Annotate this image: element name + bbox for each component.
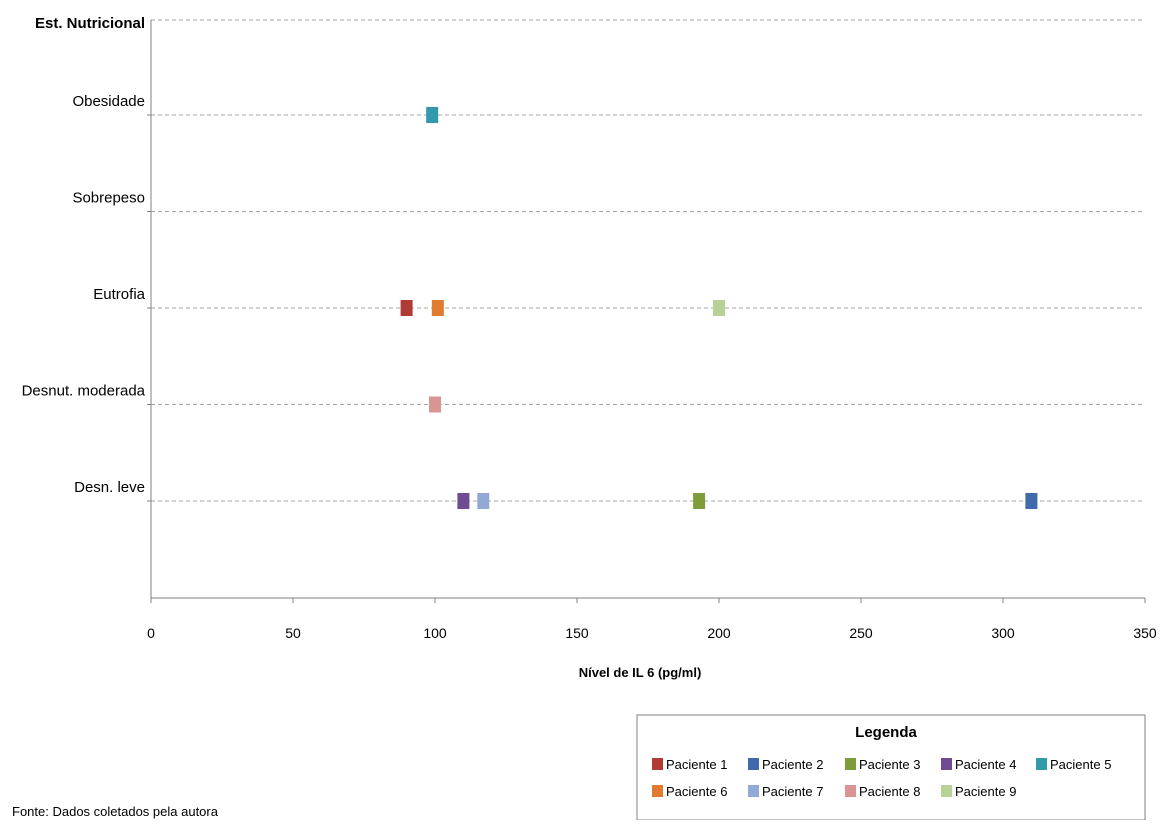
legend-swatch-paciente-3: [845, 758, 856, 770]
legend-label-paciente-9: Paciente 9: [955, 784, 1016, 799]
source-note: Fonte: Dados coletados pela autora: [12, 804, 218, 819]
data-point-paciente-7: Paciente 7: [477, 493, 490, 509]
legend-label-paciente-2: Paciente 2: [762, 757, 823, 772]
legend-swatch-paciente-5: [1036, 758, 1047, 770]
data-point-paciente-9: Paciente 9: [713, 300, 725, 316]
legend-label-paciente-5: Paciente 5: [1050, 757, 1111, 772]
legend-swatch-paciente-6: [652, 785, 663, 797]
legend-swatch-paciente-8: [845, 785, 856, 797]
x-tick-labels: 0 50 100 150 200 250 300 350: [147, 625, 1157, 641]
data-point-paciente-1: Paciente 1: [400, 300, 413, 316]
x-tick-label: 100: [423, 625, 447, 641]
x-tick-label: 250: [849, 625, 873, 641]
legend-items: Paciente 1 Paciente 2 Paciente 3 Paciente 4…: [652, 757, 1111, 799]
legend-label-paciente-1: Paciente 1: [666, 757, 727, 772]
y-category-label: Desn. leve: [74, 479, 145, 496]
legend: Legenda Paciente 1 Paciente 2 Paciente 3 Pa…: [636, 714, 1146, 821]
legend-label-paciente-4: Paciente 4: [955, 757, 1016, 772]
data-point-paciente-5: Paciente 5: [426, 107, 439, 123]
y-category-label: Desnut. moderada: [22, 383, 146, 400]
legend-title: Legenda: [855, 724, 917, 741]
data-point-paciente-3: Paciente 3: [693, 493, 706, 509]
x-tick-label: 350: [1133, 625, 1157, 641]
axes: [147, 20, 1146, 603]
x-tick-label: 150: [565, 625, 589, 641]
gridlines: [151, 19, 1145, 502]
y-axis-title: Est. Nutricional: [35, 15, 145, 32]
legend-swatch-paciente-7: [748, 785, 759, 797]
data-points: Paciente 1 Paciente 2 Paciente 3 Paciente 4…: [400, 107, 1038, 509]
legend-label-paciente-6: Paciente 6: [666, 784, 727, 799]
x-tick-label: 300: [991, 625, 1015, 641]
x-axis-title: Nível de IL 6 (pg/ml): [579, 665, 702, 680]
legend-swatch-paciente-9: [941, 785, 952, 797]
data-point-paciente-6: Paciente 6: [431, 300, 444, 316]
legend-frame: [636, 714, 1146, 821]
y-category-labels: Desn. leve Desnut. moderada Eutrofia Sobrep…: [22, 93, 146, 496]
data-point-paciente-4: Paciente 4: [457, 493, 470, 509]
legend-label-paciente-7: Paciente 7: [762, 784, 823, 799]
x-tick-label: 0: [147, 625, 155, 641]
y-category-label: Obesidade: [72, 93, 145, 110]
legend-label-paciente-3: Paciente 3: [859, 757, 920, 772]
legend-swatch-paciente-2: [748, 758, 759, 770]
legend-label-paciente-8: Paciente 8: [859, 784, 920, 799]
data-point-paciente-8: Paciente 8: [429, 396, 441, 413]
x-tick-label: 200: [707, 625, 731, 641]
legend-swatch-paciente-1: [652, 758, 663, 770]
x-tick-label: 50: [285, 625, 301, 641]
data-point-paciente-2: Paciente 2: [1025, 493, 1038, 509]
y-category-label: Eutrofia: [93, 286, 145, 303]
legend-swatch-paciente-4: [941, 758, 952, 770]
y-category-label: Sobrepeso: [72, 190, 145, 207]
